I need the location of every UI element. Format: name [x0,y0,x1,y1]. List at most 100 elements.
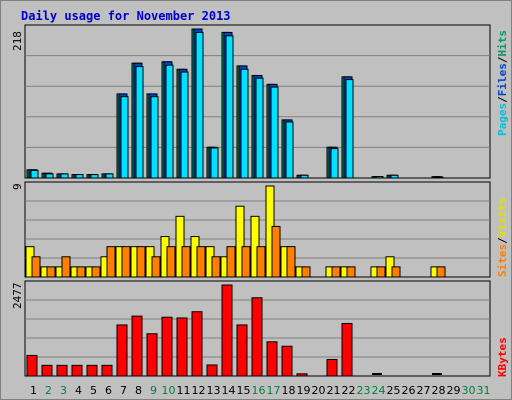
kbytes-bar [251,297,263,377]
x-tick-label: 20 [312,384,326,397]
pages-bar [435,176,444,179]
pages-bar [255,77,264,179]
x-tick-label: 15 [237,384,251,397]
kbytes-bar [432,373,442,375]
pages-bar [105,173,114,179]
pages-bar [300,174,309,179]
sites-bar [61,256,71,278]
pages-bar [285,121,294,179]
pages-bar [225,35,234,179]
pages-bar [210,147,219,179]
x-tick-label: 7 [120,384,127,397]
sites-bar [181,246,191,278]
kbytes-bar [326,358,338,377]
x-tick-label: 19 [297,384,311,397]
sites-bar [151,256,161,278]
sites-bar [286,246,296,278]
sites-bar [76,266,86,278]
x-tick-label: 1 [30,384,37,397]
sites-bar [301,266,311,278]
kbytes-bar [101,364,113,377]
pages-bar [345,79,354,179]
pages-bar [330,148,339,179]
pages-bar [45,173,54,179]
kbytes-bar [236,324,248,377]
x-tick-label: 12 [192,384,206,397]
x-tick-label: 9 [150,384,157,397]
kbytes-bar [71,364,83,377]
x-tick-label: 6 [105,384,112,397]
pages-bar [120,96,129,179]
kbytes-bar [221,284,233,377]
sites-bar [136,246,146,278]
pages-bar [240,68,249,179]
pages-bar [180,71,189,179]
pages-bar [165,64,174,179]
pages-bar [195,31,204,179]
pages-bar [150,96,159,179]
kbytes-bar [372,373,382,375]
x-tick-label: 14 [222,384,236,397]
kbytes-bar [191,311,203,377]
kbytes-bar [86,364,98,377]
x-tick-label: 28 [432,384,446,397]
sites-bar [46,266,56,278]
x-tick-label: 2 [45,384,52,397]
pages-bar [30,169,39,179]
kbytes-bar [161,316,173,377]
kbytes-bar [266,341,278,377]
sites-bar [106,246,116,278]
x-tick-label: 17 [267,384,281,397]
sites-bar [196,246,206,278]
kbytes-bar [56,364,68,377]
x-tick-label: 5 [90,384,97,397]
x-tick-label: 18 [282,384,296,397]
sites-bar [166,246,176,278]
pages-bar [390,174,399,179]
sites-bar [436,266,446,278]
x-tick-label: 10 [162,384,176,397]
pages-bar [375,176,384,179]
x-tick-label: 22 [342,384,356,397]
x-tick-label: 23 [357,384,371,397]
sites-bar [211,256,221,278]
x-tick-label: 11 [177,384,191,397]
pages-bar [75,174,84,179]
x-tick-label: 30 [462,384,476,397]
sites-bar [31,256,41,278]
kbytes-bar [41,364,53,377]
x-tick-label: 24 [372,384,386,397]
kbytes-bar [116,324,128,377]
x-tick-label: 31 [477,384,491,397]
x-tick-label: 4 [75,384,82,397]
sites-bar [256,246,266,278]
x-tick-label: 26 [402,384,416,397]
kbytes-bar [131,315,143,377]
kbytes-bar [176,317,188,377]
sites-bar [346,266,356,278]
visits-bar [235,205,245,278]
pages-bar [270,86,279,179]
sites-bar [226,246,236,278]
kbytes-bar [206,364,218,377]
chart-title: Daily usage for November 2013 [21,9,231,23]
x-tick-label: 27 [417,384,431,397]
sites-bar [391,266,401,278]
kbytes-bar [296,373,308,377]
sites-bar [331,266,341,278]
kbytes-bar [281,345,293,377]
kbytes-bar [341,322,353,377]
kbytes-bar [146,333,158,377]
x-tick-label: 29 [447,384,461,397]
kbytes-bar [26,354,38,377]
sites-bar [271,225,281,278]
pages-bar [60,173,69,179]
x-tick-label: 3 [60,384,67,397]
x-tick-label: 21 [327,384,341,397]
pages-bar [90,174,99,179]
x-tick-label: 8 [135,384,142,397]
sites-bar [241,246,251,278]
x-tick-label: 25 [387,384,401,397]
sites-bar [376,266,386,278]
